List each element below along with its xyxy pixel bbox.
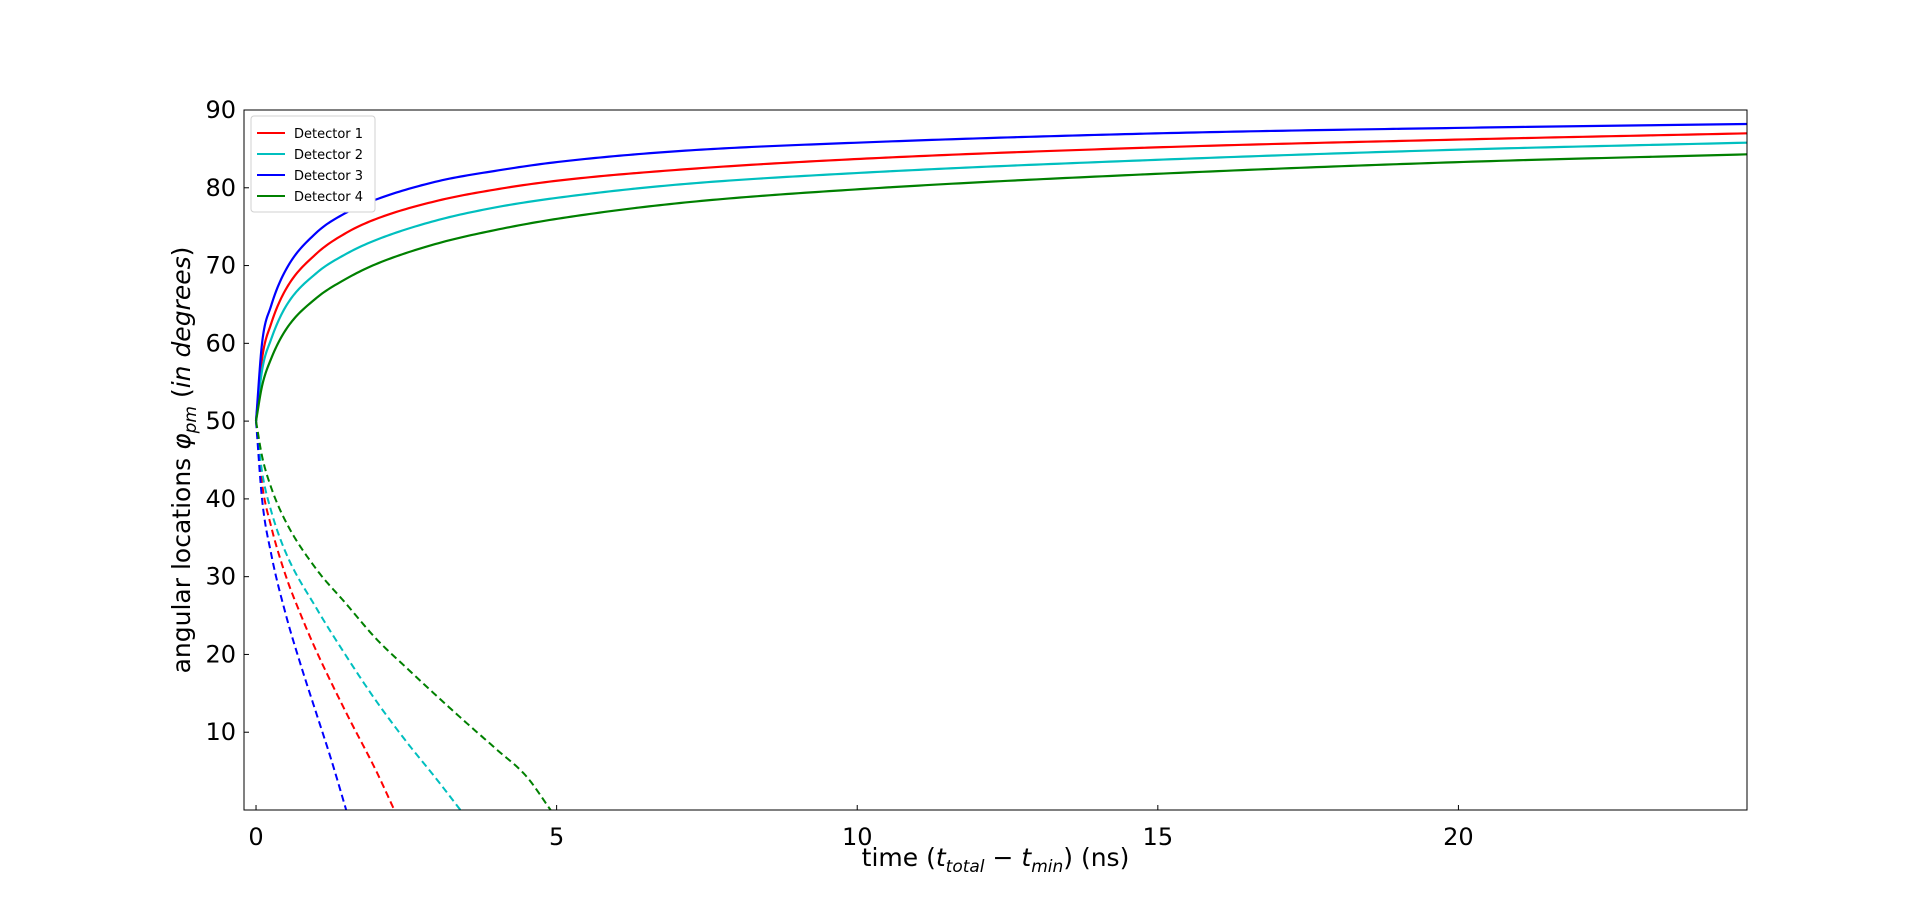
y-tick-label: 60 bbox=[205, 329, 236, 357]
detector-1-line bbox=[254, 132, 1748, 422]
detector-2-line bbox=[254, 141, 1748, 422]
x-tick-label: 5 bbox=[549, 823, 564, 851]
y-tick-label: 80 bbox=[205, 174, 236, 202]
y-tick-label: 50 bbox=[205, 407, 236, 435]
dashed-series-6-line bbox=[255, 420, 462, 811]
x-axis-ticks: 0 5 10 15 20 bbox=[248, 805, 1474, 851]
y-tick-label: 30 bbox=[205, 563, 236, 591]
dashed-series-7-line bbox=[255, 420, 348, 811]
legend-label: Detector 3 bbox=[294, 169, 363, 184]
legend-label: Detector 2 bbox=[294, 148, 363, 163]
legend-label: Detector 1 bbox=[294, 127, 363, 142]
y-tick-label: 10 bbox=[205, 718, 236, 746]
y-axis-ticks: 10 20 30 40 50 60 70 80 90 bbox=[205, 96, 249, 746]
dashed-series-8-line bbox=[255, 420, 552, 811]
x-tick-label: 15 bbox=[1143, 823, 1174, 851]
y-axis-label: angular locations φpm (in degrees) bbox=[167, 247, 201, 674]
x-axis-label: time (ttotal − tmin) (ns) bbox=[862, 843, 1130, 877]
x-tick-label: 10 bbox=[842, 823, 873, 851]
y-tick-label: 90 bbox=[205, 96, 236, 124]
legend-box bbox=[250, 115, 376, 213]
y-tick-label: 20 bbox=[205, 640, 236, 668]
dashed-series-5-line bbox=[255, 420, 396, 811]
series-layer bbox=[254, 122, 1748, 811]
legend-label: Detector 4 bbox=[294, 190, 363, 205]
y-tick-label: 70 bbox=[205, 252, 236, 280]
detector-3-line bbox=[254, 122, 1748, 422]
x-tick-label: 20 bbox=[1443, 823, 1474, 851]
x-tick-label: 0 bbox=[248, 823, 263, 851]
legend: Detector 1 Detector 2 Detector 3 Detector 4 bbox=[250, 115, 376, 213]
detector-4-line bbox=[254, 153, 1748, 422]
y-tick-label: 40 bbox=[205, 485, 236, 513]
plot-frame bbox=[243, 109, 1748, 811]
